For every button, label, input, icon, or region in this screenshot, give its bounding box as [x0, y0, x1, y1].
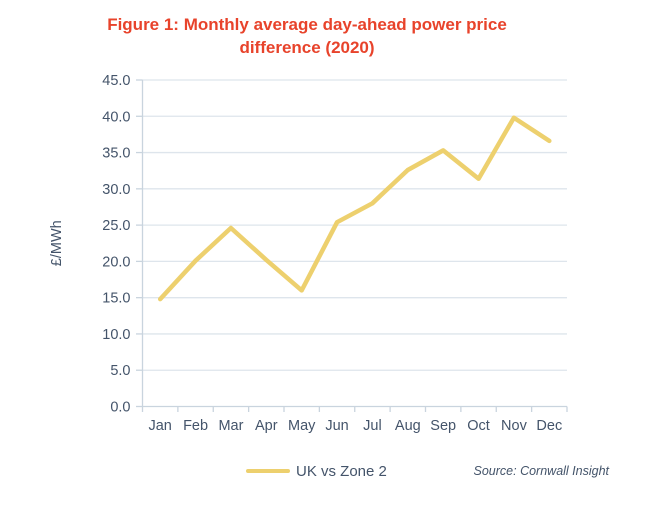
x-tick-label: May: [288, 418, 316, 434]
line-chart-canvas: 0.0 5.0 10.0 15.0 20.0 25.0 30.0 35.0 40.0 45.0 Ja…: [49, 73, 568, 434]
x-tick-label: Jan: [148, 418, 171, 434]
x-tick-labels: Jan Feb Mar Apr May Jun Jul Aug Sep Oct Nov Dec: [148, 418, 562, 434]
chart-title: Figure 1: Monthly average day-ahead powe…: [107, 15, 507, 57]
y-tick-label: 40.0: [102, 109, 130, 125]
y-tick-label: 45.0: [102, 73, 130, 89]
y-tick-label: 25.0: [102, 218, 130, 234]
y-tick-label: 35.0: [102, 146, 130, 162]
legend-line-swatch: [246, 468, 290, 474]
x-tick-label: Apr: [255, 418, 278, 434]
y-tick-label: 15.0: [102, 291, 130, 307]
x-tick-label: Dec: [536, 418, 562, 434]
legend: UK vs Zone 2: [246, 462, 387, 480]
x-tick-label: Jun: [325, 418, 348, 434]
legend-label: UK vs Zone 2: [296, 462, 387, 480]
x-tick-label: Feb: [183, 418, 208, 434]
axes: [136, 79, 568, 412]
x-tick-label: Mar: [218, 418, 243, 434]
series-line-uk-vs-zone-2: [157, 115, 552, 302]
x-tick-label: Jul: [363, 418, 382, 434]
y-tick-labels: 0.0 5.0 10.0 15.0 20.0 25.0 30.0 35.0 40.0 45.0: [102, 73, 130, 416]
y-tick-label: 10.0: [102, 327, 130, 343]
x-tick-label: Sep: [430, 418, 456, 434]
y-axis-title: £/MWh: [49, 220, 65, 266]
x-tick-label: Aug: [395, 418, 421, 434]
x-tick-label: Oct: [467, 418, 490, 434]
x-tick-label: Nov: [501, 418, 528, 434]
source-note: Source: Cornwall Insight: [473, 464, 609, 478]
y-tick-label: 20.0: [102, 254, 130, 270]
y-tick-label: 0.0: [110, 400, 130, 416]
gridlines: [142, 79, 567, 371]
y-tick-label: 30.0: [102, 182, 130, 198]
y-tick-label: 5.0: [110, 363, 130, 379]
